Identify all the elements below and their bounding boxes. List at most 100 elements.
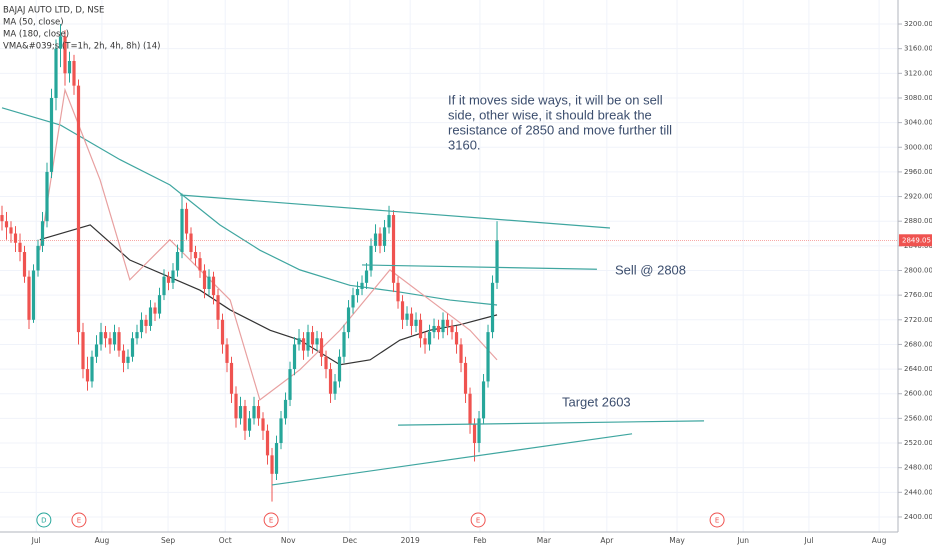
candle-body [337,356,342,382]
candle-body [454,332,459,345]
candle-body [31,270,36,320]
candle-body [306,332,310,351]
candle-body [211,276,216,296]
candle-body [45,171,49,222]
candle-body [301,338,306,351]
candle-body [9,227,13,234]
candle-body [279,418,283,444]
y-tick-label: 2800.00 [904,266,932,274]
y-tick-label: 2640.00 [904,365,932,373]
candle-body [310,332,315,345]
candle-body [148,307,153,326]
candle-body [216,295,220,320]
y-tick-label: 3080.00 [904,94,932,102]
candle-body [27,276,31,320]
note-line: resistance of 2850 and move further till [448,122,672,137]
candle-body [378,233,382,246]
candle-body [486,332,490,382]
candle-body [328,369,333,394]
y-tick-label: 2720.00 [904,316,932,324]
candle-body [117,332,121,351]
candle-body [72,61,76,86]
x-tick-label: Apr [600,536,614,545]
candle-body [157,295,162,314]
chart-title: BAJAJ AUTO LTD, D, NSE [3,6,104,16]
candle-body [261,418,265,431]
candle-body [427,332,432,345]
y-tick-label: 2600.00 [904,390,932,398]
event-marker [470,512,486,528]
x-tick-label: Jul [803,536,813,545]
candle-body [81,332,85,370]
candle-body [18,242,22,253]
x-tick-label: Dec [343,536,358,545]
candle-body [477,418,481,444]
x-tick-label: Feb [473,536,487,545]
candle-body [297,338,301,345]
candle-body [288,369,292,400]
candle-body [333,381,337,394]
candle-body [346,307,351,333]
ma-line [1,107,498,306]
candle-body [13,233,18,243]
x-tick-label: 2019 [401,536,420,545]
candle-body [418,319,423,339]
x-tick-label: May [669,536,685,545]
x-tick-label: Oct [219,536,232,545]
candle-body [49,97,54,172]
y-tick-label: 2680.00 [904,340,932,348]
candle-body [315,338,319,345]
candle-body [54,48,58,98]
candle-body [414,319,418,326]
event-marker [709,512,725,528]
trend-line [271,433,633,486]
candle-body [193,252,198,259]
event-label: E [269,517,273,525]
candle-body [355,288,360,296]
candle-body [373,233,378,246]
note-line: If it moves side ways, it will be on sel… [448,92,663,107]
candle-body [166,276,171,283]
candle-body [121,350,126,363]
y-tick-label: 2920.00 [904,193,932,201]
candle-body [391,215,396,283]
candle-body [85,369,90,382]
candle-body [382,227,387,246]
candle-body [103,332,108,339]
note-line: side, other wise, it should break the [448,107,652,122]
candle-body [256,406,261,419]
candle-body [162,276,166,296]
last-price-box [899,234,932,247]
candle-body [67,61,72,74]
candle-body [265,430,270,456]
ma-line [39,87,498,401]
candle-body [436,325,441,333]
target-annotation: Target 2603 [562,394,631,409]
candle-body [126,356,130,363]
y-tick-label: 3120.00 [904,69,932,77]
candle-body [405,313,409,320]
y-tick-label: 2400.00 [904,513,932,521]
candle-body [189,233,193,253]
candle-body [94,344,99,357]
candle-body [369,245,373,271]
candle-body [0,215,4,222]
candle-body [274,443,279,474]
candle-body [207,276,211,289]
candle-body [292,344,297,370]
candle-body [481,381,486,419]
candle-body [283,399,288,419]
candle-body [409,313,414,326]
candle-body [202,270,207,289]
candle-body [468,393,472,425]
candle-body [36,245,40,271]
sell-annotation: Sell @ 2808 [615,262,686,277]
candle-body [112,332,117,345]
candle-body [184,208,189,234]
candle-body [396,282,400,302]
candle-body [360,282,364,289]
y-tick-label: 2960.00 [904,168,932,176]
candle-body [130,338,135,357]
legend-entry: VMA&#039;s (T=1h, 2h, 4h, 8h) (14) [3,42,160,52]
